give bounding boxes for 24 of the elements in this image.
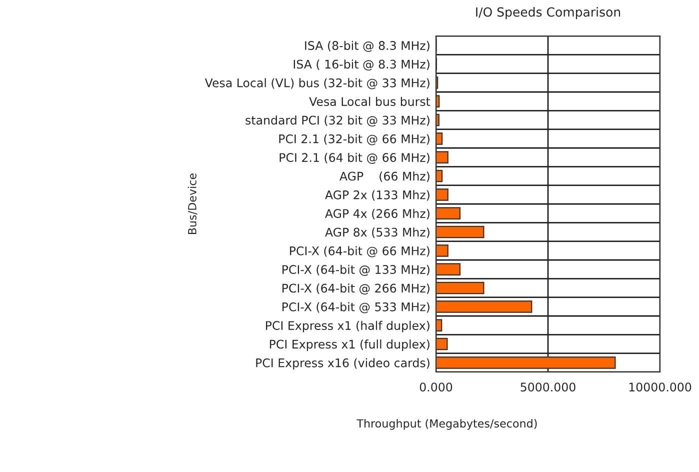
chart-title: I/O Speeds Comparison — [476, 7, 620, 20]
y-tick-label: Vesa Local bus burst — [309, 96, 430, 106]
y-axis-title: Bus/Device — [188, 173, 198, 234]
y-tick-label: PCI 2.1 (64 bit @ 66 MHz) — [280, 152, 430, 164]
y-tick-label: PCI-X (64-bit @ 266 MHz) — [282, 284, 430, 295]
x-tick-label: 10000.000 — [629, 382, 692, 392]
y-tick-label: PCI 2.1 (32-bit @ 66 MHz) — [279, 134, 430, 146]
y-tick-label: PCI-X (64-bit @ 66 MHz) — [290, 246, 430, 258]
x-axis-title: Throughput (Megabytes/second) — [356, 419, 537, 430]
y-tick-label: PCI Express x1 (full duplex) — [270, 340, 430, 351]
y-tick-label: PCI Express x1 (half duplex) — [266, 320, 430, 332]
y-tick-label: PCI-X (64-bit @ 533 MHz) — [282, 302, 430, 314]
y-tick-label: AGP (66 Mhz) — [340, 172, 430, 182]
y-tick-label: AGP 8x (533 Mhz) — [325, 228, 430, 238]
y-tick-label: ISA (8-bit @ 8.3 MHz) — [305, 40, 430, 52]
y-tick-label: AGP 4x (266 Mhz) — [325, 208, 430, 220]
y-tick-label: ISA ( 16-bit @ 8.3 MHz) — [294, 60, 430, 71]
y-tick-label: PCI-X (64-bit @ 133 MHz) — [282, 264, 430, 276]
y-tick-label: Vesa Local (VL) bus (32-bit @ 33 MHz) — [204, 78, 430, 90]
x-tick-label: 5000.000 — [520, 382, 576, 392]
y-tick-label: AGP 2x (133 Mhz) — [325, 190, 430, 201]
y-tick-label: standard PCI (32 bit @ 33 MHz) — [246, 116, 430, 127]
y-tick-label: PCI Express x16 (video cards) — [256, 358, 430, 370]
x-tick-label: 0.000 — [420, 382, 452, 392]
